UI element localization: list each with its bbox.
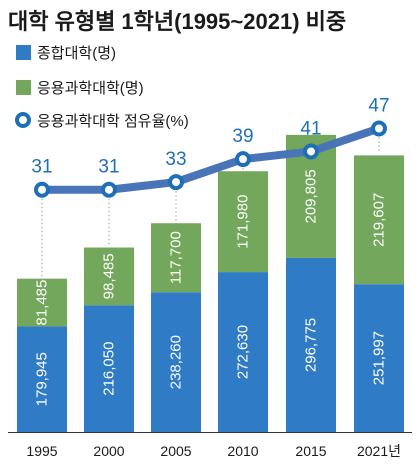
bar-applied xyxy=(354,155,404,285)
share-value-label: 31 xyxy=(31,157,52,178)
share-value-label: 39 xyxy=(232,126,253,147)
bar-university xyxy=(354,284,404,432)
bar-applied xyxy=(84,247,134,306)
legend-swatch-applied xyxy=(16,80,31,95)
x-tick-label: 2000 xyxy=(93,443,124,459)
bar-value-label-applied: 98,485 xyxy=(101,253,118,299)
bar-university xyxy=(286,257,336,432)
bar-university xyxy=(151,292,201,432)
legend: 종합대학(명) 응용과학대학(명) 응용과학대학 점유율(%) xyxy=(15,45,189,130)
bar-university xyxy=(218,272,268,432)
share-marker xyxy=(235,151,251,168)
share-marker xyxy=(101,181,117,198)
x-tick-label: 2021년 xyxy=(357,443,401,459)
x-tick-label: 1995 xyxy=(26,443,57,459)
bar-value-label-university: 179,945 xyxy=(34,352,51,406)
legend-label-applied: 응용과학대학(명) xyxy=(37,80,144,97)
share-value-label: 33 xyxy=(165,149,186,170)
x-tick-label: 2010 xyxy=(227,443,258,459)
legend-label-share: 응용과학대학 점유율(%) xyxy=(37,113,189,130)
bar-applied xyxy=(218,171,268,273)
bar-value-label-applied: 209,805 xyxy=(303,169,320,223)
share-value-label: 41 xyxy=(300,118,321,139)
bar-value-label-applied: 81,485 xyxy=(34,280,51,326)
share-value-label: 31 xyxy=(98,157,119,178)
share-value-label: 47 xyxy=(368,95,389,116)
bar-value-label-applied: 171,980 xyxy=(235,195,252,249)
bar-value-label-university: 272,630 xyxy=(235,325,252,379)
share-marker xyxy=(34,181,50,198)
bar-value-label-university: 238,260 xyxy=(168,335,185,389)
legend-marker-share xyxy=(15,112,31,128)
bar-applied xyxy=(17,278,67,327)
share-marker xyxy=(168,174,184,191)
legend-swatch-university xyxy=(16,45,31,60)
bar-value-label-university: 216,050 xyxy=(101,342,118,396)
bar-university xyxy=(17,326,67,432)
chart-title: 대학 유형별 1학년(1995~2021) 비중 xyxy=(8,9,346,34)
share-marker xyxy=(371,120,387,137)
share-marker xyxy=(303,143,319,160)
bar-value-label-university: 251,997 xyxy=(371,331,388,385)
x-tick-label: 2005 xyxy=(160,443,191,459)
bar-university xyxy=(84,305,134,432)
legend-label-university: 종합대학(명) xyxy=(37,45,116,62)
share-line xyxy=(38,124,383,194)
x-tick-label: 2015 xyxy=(295,443,326,459)
plot-area: 179,945 81,485 216,050 98,485 238,260 117,700… xyxy=(8,95,412,459)
bar-value-label-applied: 117,700 xyxy=(168,231,185,284)
bar-value-label-university: 296,775 xyxy=(303,318,320,372)
bar-value-label-applied: 219,607 xyxy=(371,193,388,247)
bar-applied xyxy=(151,223,201,293)
